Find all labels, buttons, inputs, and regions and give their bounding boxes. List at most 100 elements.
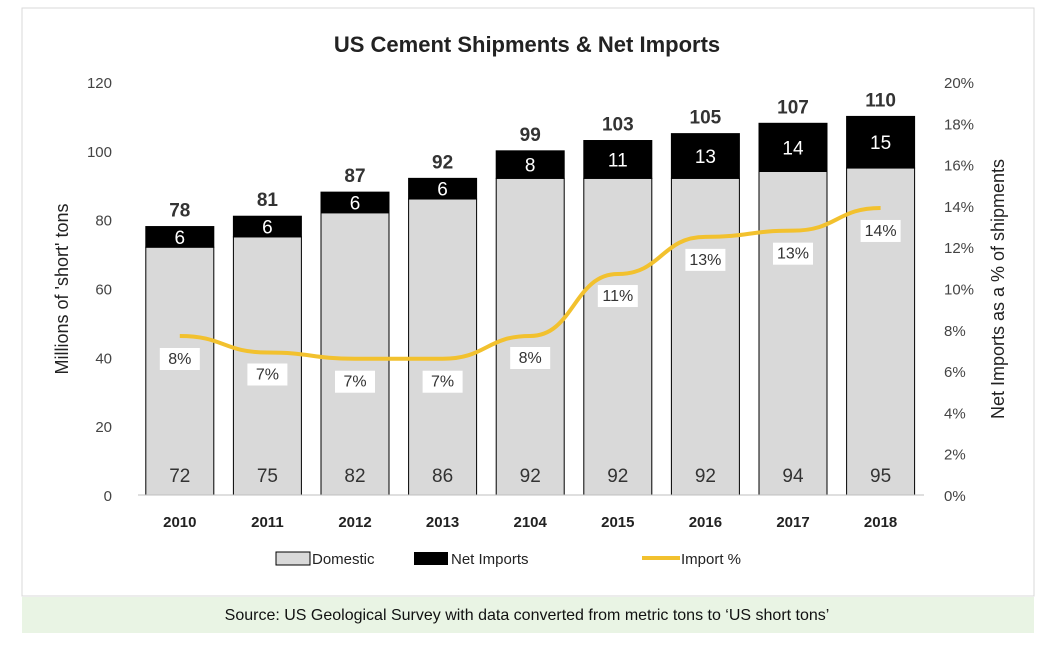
domestic-value-label: 75 <box>257 466 278 487</box>
y2-tick-label: 18% <box>944 116 974 133</box>
import-pct-label-bg <box>773 242 813 265</box>
import-pct-label-bg <box>422 370 463 393</box>
import-pct-label-bg <box>247 363 288 386</box>
domestic-value-label: 72 <box>169 466 190 487</box>
total-value-label: 107 <box>777 97 809 118</box>
y-tick-label: 40 <box>95 350 112 367</box>
bar-domestic <box>846 167 916 496</box>
net-imports-value-label: 11 <box>608 150 628 171</box>
import-pct-label: 8% <box>519 350 542 367</box>
net-imports-value-label: 6 <box>262 218 273 239</box>
y2-axis-label: Net Imports as a % of shipments <box>988 159 1008 419</box>
bar-net-imports <box>408 177 478 200</box>
bar-net-imports <box>846 115 916 169</box>
domestic-value-label: 95 <box>870 466 891 487</box>
x-tick-label: 2018 <box>864 514 897 531</box>
x-tick-label: 2010 <box>163 514 196 531</box>
y2-tick-label: 20% <box>944 75 974 92</box>
y2-tick-label: 16% <box>944 158 974 175</box>
total-value-label: 78 <box>169 201 190 222</box>
bar-domestic <box>758 170 828 496</box>
y-axis-label: Millions of 'short' tons <box>52 204 72 375</box>
import-pct-label-bg <box>597 285 638 308</box>
import-pct-label-bg <box>685 248 726 271</box>
total-value-label: 87 <box>344 166 365 187</box>
y-tick-label: 120 <box>87 75 112 92</box>
net-imports-value-label: 6 <box>437 180 448 201</box>
bar-domestic <box>320 212 390 496</box>
bar-domestic <box>145 246 215 496</box>
legend-swatch-net-imports <box>414 552 448 565</box>
bar-domestic <box>408 198 478 496</box>
import-pct-label-bg <box>510 346 551 369</box>
import-pct-label: 14% <box>865 223 897 240</box>
import-pct-label: 13% <box>689 252 721 269</box>
net-imports-value-label: 13 <box>695 147 716 168</box>
total-value-label: 99 <box>520 125 541 146</box>
y-tick-label: 80 <box>95 213 112 230</box>
y-tick-label: 100 <box>87 144 112 161</box>
y2-tick-label: 4% <box>944 405 966 422</box>
source-band <box>22 597 1034 633</box>
import-pct-label-bg <box>335 370 375 393</box>
domestic-value-label: 92 <box>695 466 716 487</box>
legend-label-domestic: Domestic <box>312 551 375 568</box>
y2-tick-label: 8% <box>944 323 966 340</box>
legend-label-import-pct: Import % <box>681 551 741 568</box>
domestic-value-label: 82 <box>344 466 365 487</box>
bar-net-imports <box>145 226 215 248</box>
chart-title: US Cement Shipments & Net Imports <box>334 32 720 57</box>
x-tick-label: 2012 <box>338 514 371 531</box>
import-pct-label: 11% <box>602 288 633 305</box>
y2-tick-label: 10% <box>944 282 974 299</box>
total-value-label: 110 <box>865 90 896 111</box>
import-pct-label: 8% <box>168 351 191 368</box>
x-tick-label: 2015 <box>601 514 634 531</box>
y2-tick-label: 12% <box>944 240 974 257</box>
bar-net-imports <box>232 215 302 238</box>
legend-swatch-domestic <box>275 551 311 566</box>
x-tick-label: 2017 <box>776 514 809 531</box>
net-imports-value-label: 15 <box>870 133 891 154</box>
legend-label-net-imports: Net Imports <box>451 551 529 568</box>
domestic-value-label: 92 <box>520 466 541 487</box>
total-value-label: 105 <box>690 108 722 129</box>
import-pct-label: 7% <box>256 367 279 384</box>
net-imports-value-label: 6 <box>350 193 361 214</box>
bar-net-imports <box>583 140 653 179</box>
total-value-label: 81 <box>257 190 279 211</box>
x-tick-label: 2013 <box>426 514 459 531</box>
total-value-label: 92 <box>432 152 453 173</box>
x-tick-label: 2104 <box>514 514 548 531</box>
bar-net-imports <box>495 150 565 179</box>
source-note: Source: US Geological Survey with data c… <box>225 607 830 624</box>
net-imports-value-label: 8 <box>525 156 536 177</box>
net-imports-value-label: 14 <box>782 138 804 159</box>
domestic-value-label: 94 <box>782 466 804 487</box>
y2-tick-label: 0% <box>944 488 966 505</box>
import-pct-label: 13% <box>777 246 809 263</box>
import-pct-label: 7% <box>343 374 366 391</box>
domestic-value-label: 92 <box>607 466 628 487</box>
y-tick-label: 60 <box>95 282 112 299</box>
y-tick-label: 0 <box>104 488 112 505</box>
total-value-label: 103 <box>602 115 634 136</box>
legend: Domestic Net Imports Import % <box>275 551 741 568</box>
import-pct-label-bg <box>159 347 200 370</box>
bar-domestic <box>670 177 740 496</box>
import-pct-line <box>179 205 881 361</box>
y2-tick-label: 2% <box>944 447 966 464</box>
domestic-value-label: 86 <box>432 466 453 487</box>
bar-net-imports <box>320 191 390 214</box>
bar-net-imports <box>758 122 828 172</box>
bar-domestic <box>583 177 653 496</box>
bar-net-imports <box>670 133 740 179</box>
import-pct-label: 7% <box>431 374 454 391</box>
y-tick-label: 20 <box>95 419 112 436</box>
x-tick-label: 2011 <box>251 514 284 531</box>
x-tick-label: 2016 <box>689 514 722 531</box>
y2-tick-label: 14% <box>944 199 974 216</box>
net-imports-value-label: 6 <box>175 228 186 249</box>
import-pct-label-bg <box>860 219 901 242</box>
